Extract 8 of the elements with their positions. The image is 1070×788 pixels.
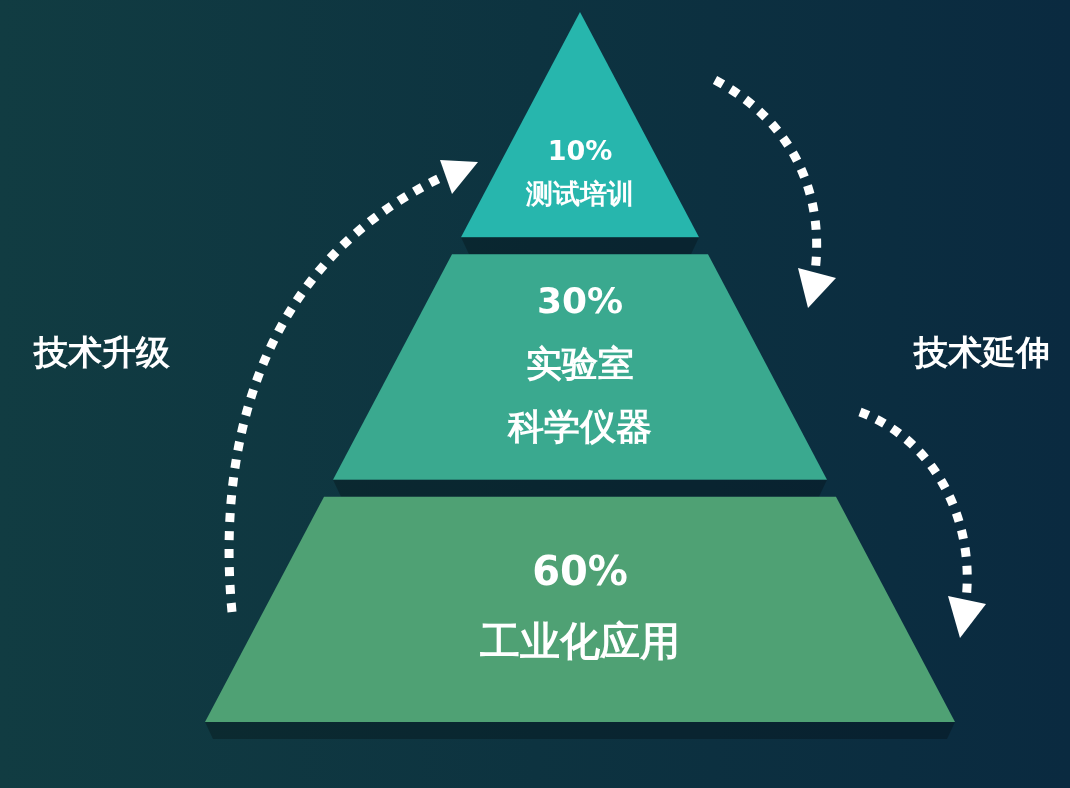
text: 技术升级: [32, 331, 171, 372]
data-label: 60%: [532, 547, 628, 594]
category-label: 实验室科学仪器: [507, 343, 652, 448]
text: 技术延伸: [912, 331, 1050, 372]
category-label: 测试培训: [525, 177, 634, 209]
data-label: 10%: [547, 134, 613, 166]
data-label: 30%: [536, 280, 624, 322]
category-label: 工业化应用: [480, 617, 680, 664]
